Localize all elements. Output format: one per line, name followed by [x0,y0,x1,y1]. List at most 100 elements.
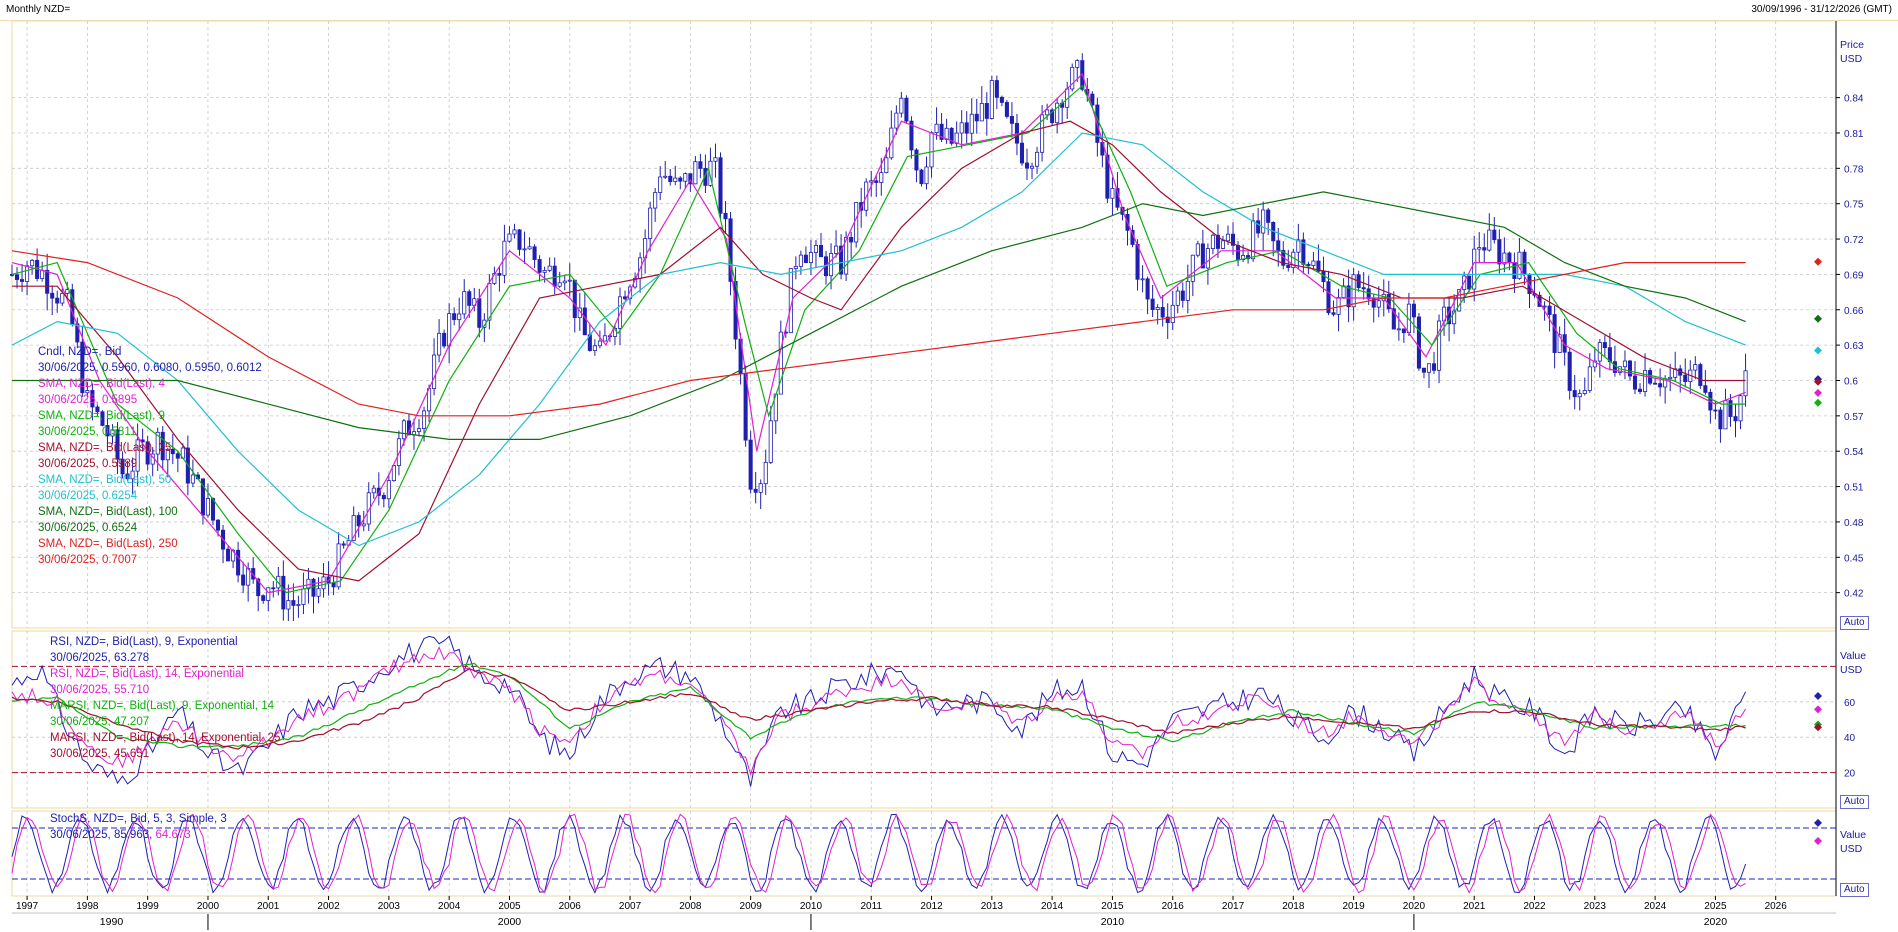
candle-body [25,265,30,282]
year-tick-label: 2007 [619,901,642,912]
candle-body [803,254,808,264]
candle-body [321,576,326,590]
candle-body [115,429,120,460]
candle-body [316,588,321,597]
sma25-marker [1814,377,1822,386]
year-tick-label: 2013 [981,901,1004,912]
year-tick-label: 2020 [1403,901,1426,912]
candle-body [964,122,969,134]
candle-body [1557,334,1562,353]
price-tick-label: 0.57 [1844,412,1864,423]
candle-body [698,161,703,169]
sma100-line [12,191,1746,440]
candle-body [14,274,20,280]
candle-body [1668,376,1673,380]
candle-body [226,548,231,562]
year-tick-label: 2014 [1041,901,1064,912]
candle-body [839,245,844,275]
candle-body [1170,304,1175,324]
chart-title: Monthly NZD= [6,4,71,15]
year-tick-label: 2017 [1222,901,1245,912]
candle-body [517,229,522,250]
candle-body [723,212,728,220]
candle-body [1316,260,1321,272]
candle-body [1346,285,1351,308]
year-tick-label: 2021 [1463,901,1486,912]
candle-body [673,177,678,182]
candle-body [432,354,437,390]
candle-body [763,461,768,485]
price-tick-label: 0.84 [1844,94,1864,105]
legend-sma250-value: 30/06/2025, 0.7007 [38,554,138,566]
candle-body [45,269,50,294]
price-tick-label: 0.51 [1844,483,1864,494]
candle-body [693,161,698,185]
price-tick-label: 0.66 [1844,306,1864,317]
candle-body [1472,248,1477,290]
year-tick-label: 2026 [1765,901,1788,912]
candle-body [1507,252,1512,264]
candle-body [728,218,733,282]
candle-body [557,282,562,287]
legend-marsi14-value: 30/06/2025, 45.651 [50,748,150,760]
stoch-k-marker [1814,818,1822,827]
candle-body [1236,244,1241,260]
candle-body [934,123,939,134]
candle-body [135,439,140,472]
candle-body [1135,244,1140,280]
candle-body [1331,312,1336,315]
candle-body [1622,360,1627,368]
candle-body [582,307,587,336]
candle-body [1185,280,1190,301]
candle-body [1643,370,1648,392]
candle-body [537,259,542,273]
candle-body [567,279,572,282]
candle-body [361,523,366,527]
candle-body [205,498,210,516]
candle-body [60,292,65,304]
price-auto-button[interactable]: Auto [1840,616,1869,630]
candle-body [447,313,452,347]
candle-body [904,97,909,122]
rsi-auto-button[interactable]: Auto [1840,795,1869,809]
candle-body [1401,328,1406,334]
candle-body [120,458,125,475]
legend-cndl-value: 30/06/2025, 0.5960, 0.6080, 0.5950, 0.60… [38,362,262,374]
sma25-line [12,120,1746,582]
price-tick-label: 0.45 [1844,553,1864,564]
sma4-line [11,72,1746,594]
date-range: 30/09/1996 - 31/12/2026 (GMT) [1751,4,1892,15]
marsi14-line [11,668,1746,750]
candle-body [1286,264,1291,268]
sma50-marker [1814,346,1822,355]
candle-body [1658,383,1663,388]
candle-body [1421,367,1426,373]
year-tick-label: 2018 [1282,901,1305,912]
candle-body [1210,234,1215,250]
year-tick-label: 2003 [378,901,401,912]
candle-body [1190,254,1195,282]
candle-body [1296,239,1301,253]
candle-body [1361,287,1366,290]
legend-marsi9-label: MARSI, NZD=, Bid(Last), 9, Exponential, … [50,700,275,712]
year-tick-label: 2022 [1523,901,1546,912]
rsi-axis-unit: Value USD [1840,649,1866,677]
candle-body [653,192,658,209]
candle-body [215,519,221,531]
sma250-line [11,250,1746,417]
candle-body [1140,278,1145,281]
price-tick-label: 0.72 [1844,235,1864,246]
year-tick-label: 2015 [1101,901,1124,912]
candle-body [1215,234,1220,249]
stoch-panel-frame [11,810,1837,897]
candle-body [969,113,974,134]
legend-rsi14-value: 30/06/2025, 55.710 [50,684,150,696]
stoch-auto-button[interactable]: Auto [1840,883,1869,897]
candle-body [416,428,422,433]
candle-body [1040,114,1045,153]
price-tick-label: 0.78 [1844,164,1864,175]
candle-body [979,103,984,122]
candle-body [663,175,668,178]
candle-body [467,291,472,306]
